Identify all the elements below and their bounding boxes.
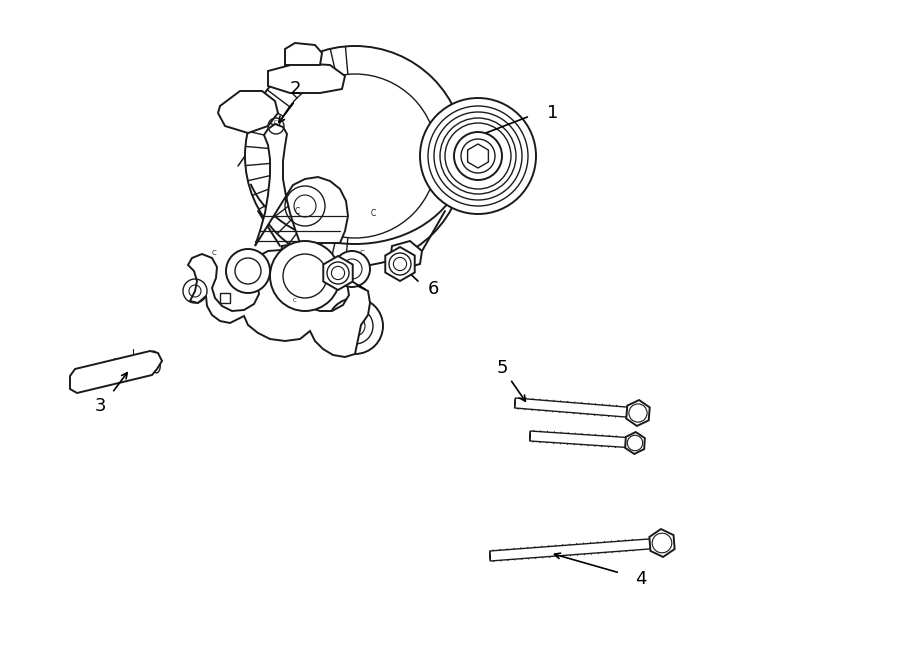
Text: C: C	[371, 210, 375, 219]
Polygon shape	[280, 243, 312, 268]
Circle shape	[273, 74, 437, 238]
Polygon shape	[218, 91, 278, 133]
Text: C: C	[293, 299, 297, 303]
Circle shape	[245, 46, 465, 266]
Text: C: C	[274, 120, 278, 126]
Text: 6: 6	[428, 280, 439, 298]
Polygon shape	[626, 432, 645, 454]
Text: C: C	[212, 250, 216, 256]
Polygon shape	[468, 144, 489, 168]
Polygon shape	[385, 247, 415, 281]
Circle shape	[454, 132, 502, 180]
Polygon shape	[650, 529, 675, 557]
Polygon shape	[626, 400, 650, 426]
Text: 1: 1	[547, 104, 558, 122]
Circle shape	[334, 251, 370, 287]
Text: 3: 3	[94, 397, 106, 415]
Text: C: C	[294, 206, 300, 215]
Text: 5: 5	[496, 359, 508, 377]
Polygon shape	[530, 431, 626, 447]
Polygon shape	[268, 63, 345, 93]
Circle shape	[270, 241, 340, 311]
Circle shape	[420, 98, 536, 214]
Polygon shape	[285, 43, 322, 65]
Polygon shape	[220, 293, 230, 303]
Text: C: C	[360, 250, 364, 256]
Polygon shape	[490, 539, 652, 561]
Circle shape	[226, 249, 270, 293]
Polygon shape	[188, 250, 370, 357]
Polygon shape	[323, 256, 353, 290]
Text: 4: 4	[635, 570, 646, 588]
Circle shape	[327, 298, 383, 354]
Text: 2: 2	[289, 80, 301, 98]
Polygon shape	[255, 124, 348, 246]
Polygon shape	[390, 241, 422, 268]
Polygon shape	[70, 351, 162, 393]
Polygon shape	[515, 398, 628, 417]
